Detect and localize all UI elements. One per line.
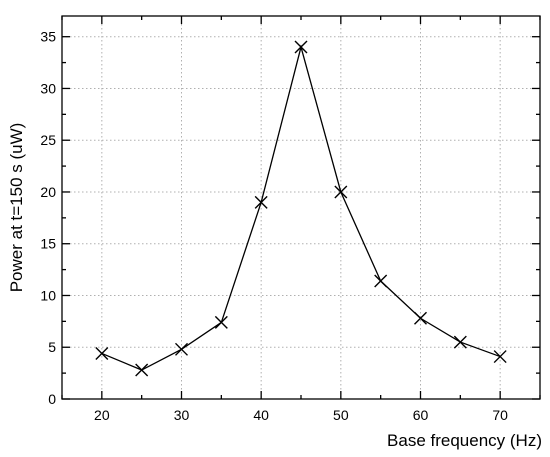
y-tick-label: 25 (40, 132, 56, 148)
data-point-marker (175, 342, 188, 356)
marker-stroke (135, 363, 149, 377)
series-line (101, 44, 501, 371)
marker-stroke (175, 342, 188, 356)
plot-frame (61, 15, 541, 400)
marker-stroke (294, 40, 308, 54)
x-tick-label: 30 (174, 407, 190, 423)
data-point-marker (334, 185, 348, 199)
x-tick-label: 70 (492, 407, 508, 423)
x-tick-label: 20 (94, 407, 110, 423)
x-tick-label: 60 (413, 407, 429, 423)
data-point-marker (294, 40, 308, 54)
x-tick-label: 40 (253, 407, 269, 423)
y-tick-label: 35 (40, 29, 56, 45)
y-tick-label: 30 (40, 80, 56, 96)
y-tick-label: 20 (40, 184, 56, 200)
marker-stroke (374, 274, 388, 288)
y-tick-label: 5 (48, 339, 56, 355)
y-tick-label: 15 (40, 236, 56, 252)
data-point-marker (374, 274, 388, 288)
marker-stroke (95, 346, 109, 360)
marker-stroke (214, 315, 228, 329)
marker-stroke (493, 350, 507, 364)
data-point-marker (95, 346, 109, 360)
y-tick-label: 0 (48, 391, 56, 407)
axis-ticks (61, 16, 541, 400)
data-point-marker (254, 195, 268, 209)
data-point-marker (214, 315, 228, 329)
marker-stroke (414, 311, 427, 325)
marker-stroke (334, 185, 348, 199)
x-axis-label: Base frequency (Hz) (387, 431, 542, 450)
x-tick-label: 50 (333, 407, 349, 423)
y-axis-label: Power at t=150 s (uW) (7, 123, 26, 293)
plot-area (95, 40, 507, 377)
data-point-marker (453, 335, 467, 349)
grid (62, 16, 540, 400)
data-point-marker (493, 350, 507, 364)
data-point-marker (135, 363, 149, 377)
y-tick-label: 10 (40, 287, 56, 303)
tick-labels: 20 30 40 50 60 70 0 5 10 15 20 25 30 35 (40, 29, 508, 423)
marker-stroke (453, 335, 467, 349)
data-point-marker (414, 311, 427, 325)
marker-stroke (254, 195, 268, 209)
